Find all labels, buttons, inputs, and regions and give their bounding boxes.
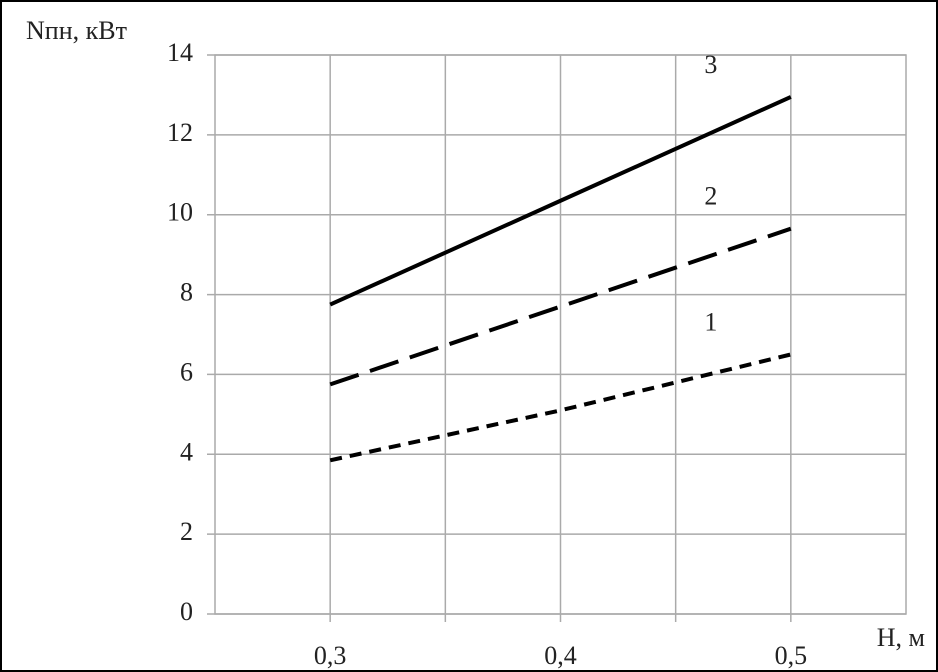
series-label: 2 [704, 182, 717, 211]
series-line [329, 226, 792, 387]
x-tick-label: 0,3 [314, 641, 347, 670]
x-tick-label: 0,4 [544, 641, 577, 670]
series-label: 1 [704, 307, 717, 336]
y-tick-label: 8 [180, 278, 193, 307]
y-tick-label: 2 [180, 517, 193, 546]
series-label: 3 [704, 50, 717, 79]
x-tick-label: 0,5 [775, 641, 808, 670]
y-tick-label: 12 [167, 118, 193, 147]
y-tick-label: 4 [180, 437, 193, 466]
x-axis-label: H, м [877, 623, 925, 652]
series-line [329, 95, 792, 307]
y-tick-label: 6 [180, 357, 193, 386]
y-tick-label: 14 [167, 38, 193, 67]
y-tick-label: 10 [167, 198, 193, 227]
y-axis-label: Nпн, кВт [26, 16, 127, 45]
y-tick-label: 0 [180, 597, 193, 626]
